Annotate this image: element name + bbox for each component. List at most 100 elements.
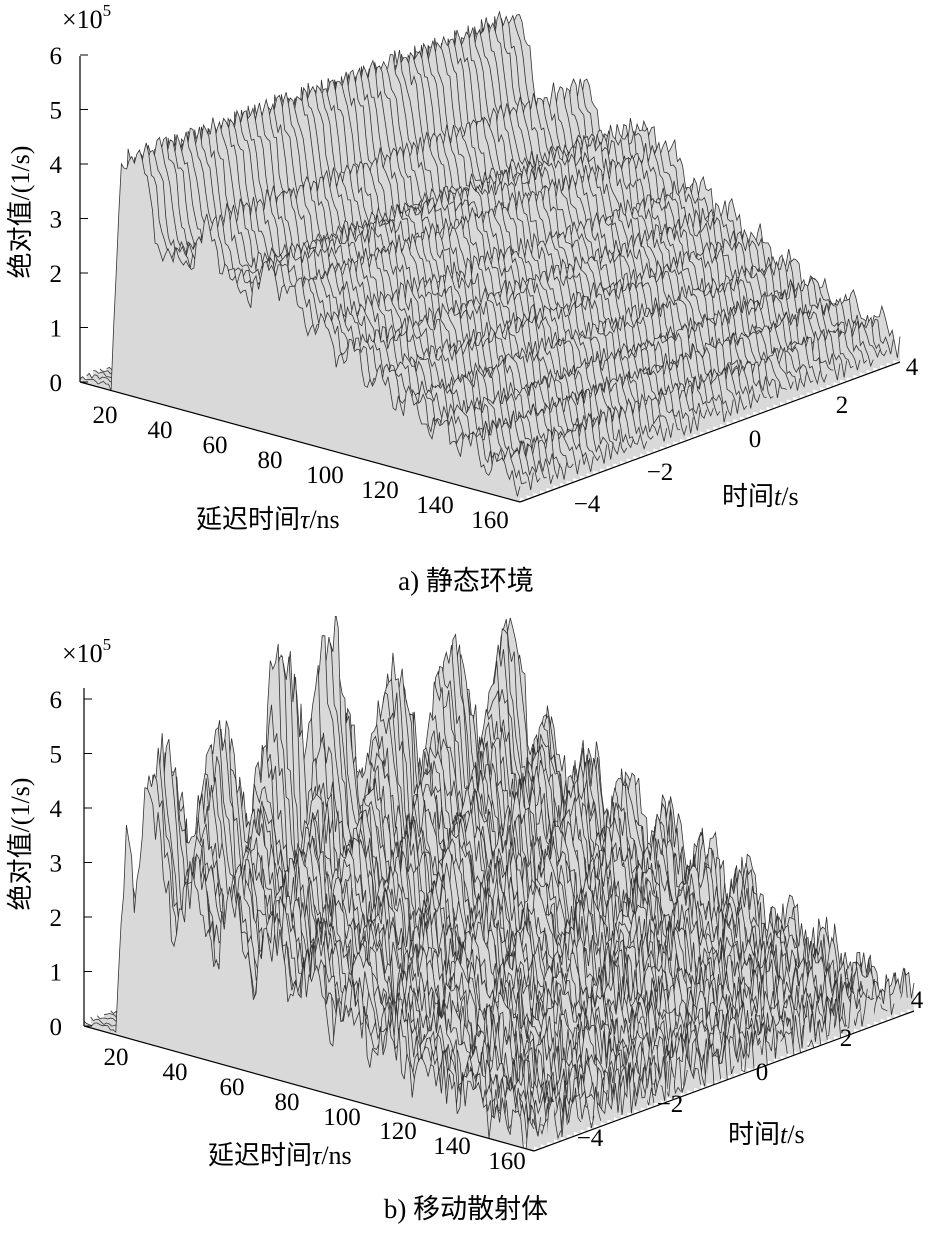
- surface-line: [139, 126, 581, 475]
- x-axis-label: 延迟时间τ/ns: [208, 1141, 352, 1170]
- z-tick-label: 5: [50, 742, 63, 769]
- surface-plot-static: 0 1 2 3 4 5 6 20 40 60 80 100 120 140 160 −4 −2 0 2 4 ×10…: [6, 1, 919, 596]
- surface-line: [419, 28, 861, 371]
- surface-line: [399, 29, 841, 381]
- surface-line: [326, 60, 767, 398]
- surface-line: [79, 149, 521, 497]
- surface-line: [266, 82, 708, 419]
- surface-line: [366, 42, 808, 388]
- surface-line: [99, 136, 541, 483]
- surface-line: [126, 131, 568, 480]
- z-tick-label: 1: [50, 316, 63, 343]
- x-tick-label: 140: [416, 492, 454, 519]
- surface-line: [93, 149, 534, 491]
- surface-line: [323, 691, 775, 1055]
- surface-line: [157, 726, 608, 1118]
- surface-line: [376, 670, 828, 1041]
- x-tick-label: 160: [488, 1148, 526, 1175]
- surface-line: [386, 35, 828, 384]
- plot-axes: [83, 688, 915, 1152]
- y-axis-label: 时间t/s: [722, 482, 799, 511]
- surface-line: [119, 134, 561, 480]
- scale-factor-label: ×105: [62, 1, 111, 34]
- surface-line: [246, 86, 688, 437]
- surface-line: [426, 17, 867, 364]
- surface-line: [357, 680, 808, 1049]
- x-tick-label: 40: [163, 1059, 188, 1086]
- surface-line: [199, 102, 641, 445]
- y-axis-line: [519, 361, 901, 503]
- surface-line: [123, 771, 575, 1133]
- surface-strip: [364, 700, 814, 1048]
- surface-line: [146, 123, 588, 465]
- z-tick-label: 4: [50, 152, 63, 179]
- surface-line: [239, 94, 681, 430]
- z-tick-label: 4: [50, 796, 63, 823]
- surface-line: [186, 110, 628, 454]
- surface-line: [279, 79, 721, 417]
- z-tick-label: 6: [50, 687, 63, 714]
- surface-line: [353, 50, 794, 390]
- surface-line: [253, 85, 694, 434]
- x-axis-line: [79, 381, 521, 503]
- x-tick-label: 120: [379, 1118, 417, 1145]
- surface-line: [166, 117, 608, 464]
- x-tick-label: 100: [306, 462, 344, 489]
- z-tick-label: 2: [50, 261, 63, 288]
- x-tick-label: 20: [93, 402, 118, 429]
- surface-line: [433, 22, 874, 368]
- surface-line: [439, 10, 881, 359]
- surface-line: [459, 14, 901, 358]
- y-tick-label: 2: [840, 1025, 853, 1052]
- panel-moving-scatterers: 0 1 2 3 4 5 6 20 40 60 80 100 120 140 160 −4 −2 0 2 4 ×10…: [0, 616, 933, 1232]
- surface-strip: [80, 150, 520, 502]
- surface-line: [270, 637, 722, 1080]
- z-axis-ticks: 0 1 2 3 4 5 6: [50, 687, 92, 1041]
- surface-line: [83, 787, 535, 1150]
- z-tick-label: 6: [50, 43, 63, 70]
- y-tick-label: −4: [577, 1125, 604, 1152]
- surface-line: [406, 31, 848, 378]
- x-tick-label: 140: [433, 1133, 471, 1160]
- surface-line: [392, 37, 834, 371]
- surface-line: [193, 107, 634, 449]
- surface-line: [299, 67, 741, 414]
- surface-plot-moving: 0 1 2 3 4 5 6 20 40 60 80 100 120 140 160 −4 −2 0 2 4 ×10…: [6, 616, 924, 1224]
- y-axis-ticks: −4 −2 0 2 4: [574, 354, 919, 518]
- z-tick-label: 1: [50, 960, 63, 987]
- z-tick-label: 5: [50, 98, 63, 125]
- z-tick-label: 0: [50, 370, 63, 397]
- surface-strip: [430, 660, 881, 1024]
- y-tick-label: 2: [836, 392, 849, 419]
- y-tick-label: −2: [647, 459, 674, 486]
- y-tick-label: 4: [906, 354, 919, 381]
- surface-line: [259, 84, 701, 431]
- surface-line: [152, 117, 594, 472]
- x-tick-label: 40: [148, 417, 173, 444]
- surface-line: [417, 675, 868, 1027]
- y-tick-label: −4: [574, 491, 601, 518]
- y-tick-label: 0: [749, 426, 762, 453]
- z-tick-label: 3: [50, 207, 63, 234]
- x-axis-line: [83, 1025, 535, 1152]
- x-tick-label: 100: [323, 1104, 361, 1131]
- z-axis-label: 绝对值/(1/s): [6, 778, 35, 911]
- y-axis-line: [533, 1010, 915, 1152]
- x-axis-ticks: 20 40 60 80 100 120 140 160: [93, 402, 509, 534]
- surface-line: [173, 118, 614, 460]
- x-tick-label: 60: [203, 432, 228, 459]
- surface-line: [290, 704, 742, 1069]
- z-tick-label: 0: [50, 1014, 63, 1041]
- x-tick-label: 60: [220, 1074, 245, 1101]
- surface-line: [359, 50, 801, 391]
- surface-line: [413, 27, 854, 369]
- surface-line: [159, 120, 601, 462]
- x-tick-label: 120: [361, 477, 399, 504]
- figure-caption: a) 静态环境: [398, 566, 534, 596]
- surface-line: [306, 64, 748, 411]
- surface-line: [286, 71, 728, 423]
- surface-line: [110, 738, 562, 1140]
- x-tick-label: 80: [258, 447, 283, 474]
- z-tick-label: 2: [50, 905, 63, 932]
- z-axis-label: 绝对值/(1/s): [6, 146, 35, 279]
